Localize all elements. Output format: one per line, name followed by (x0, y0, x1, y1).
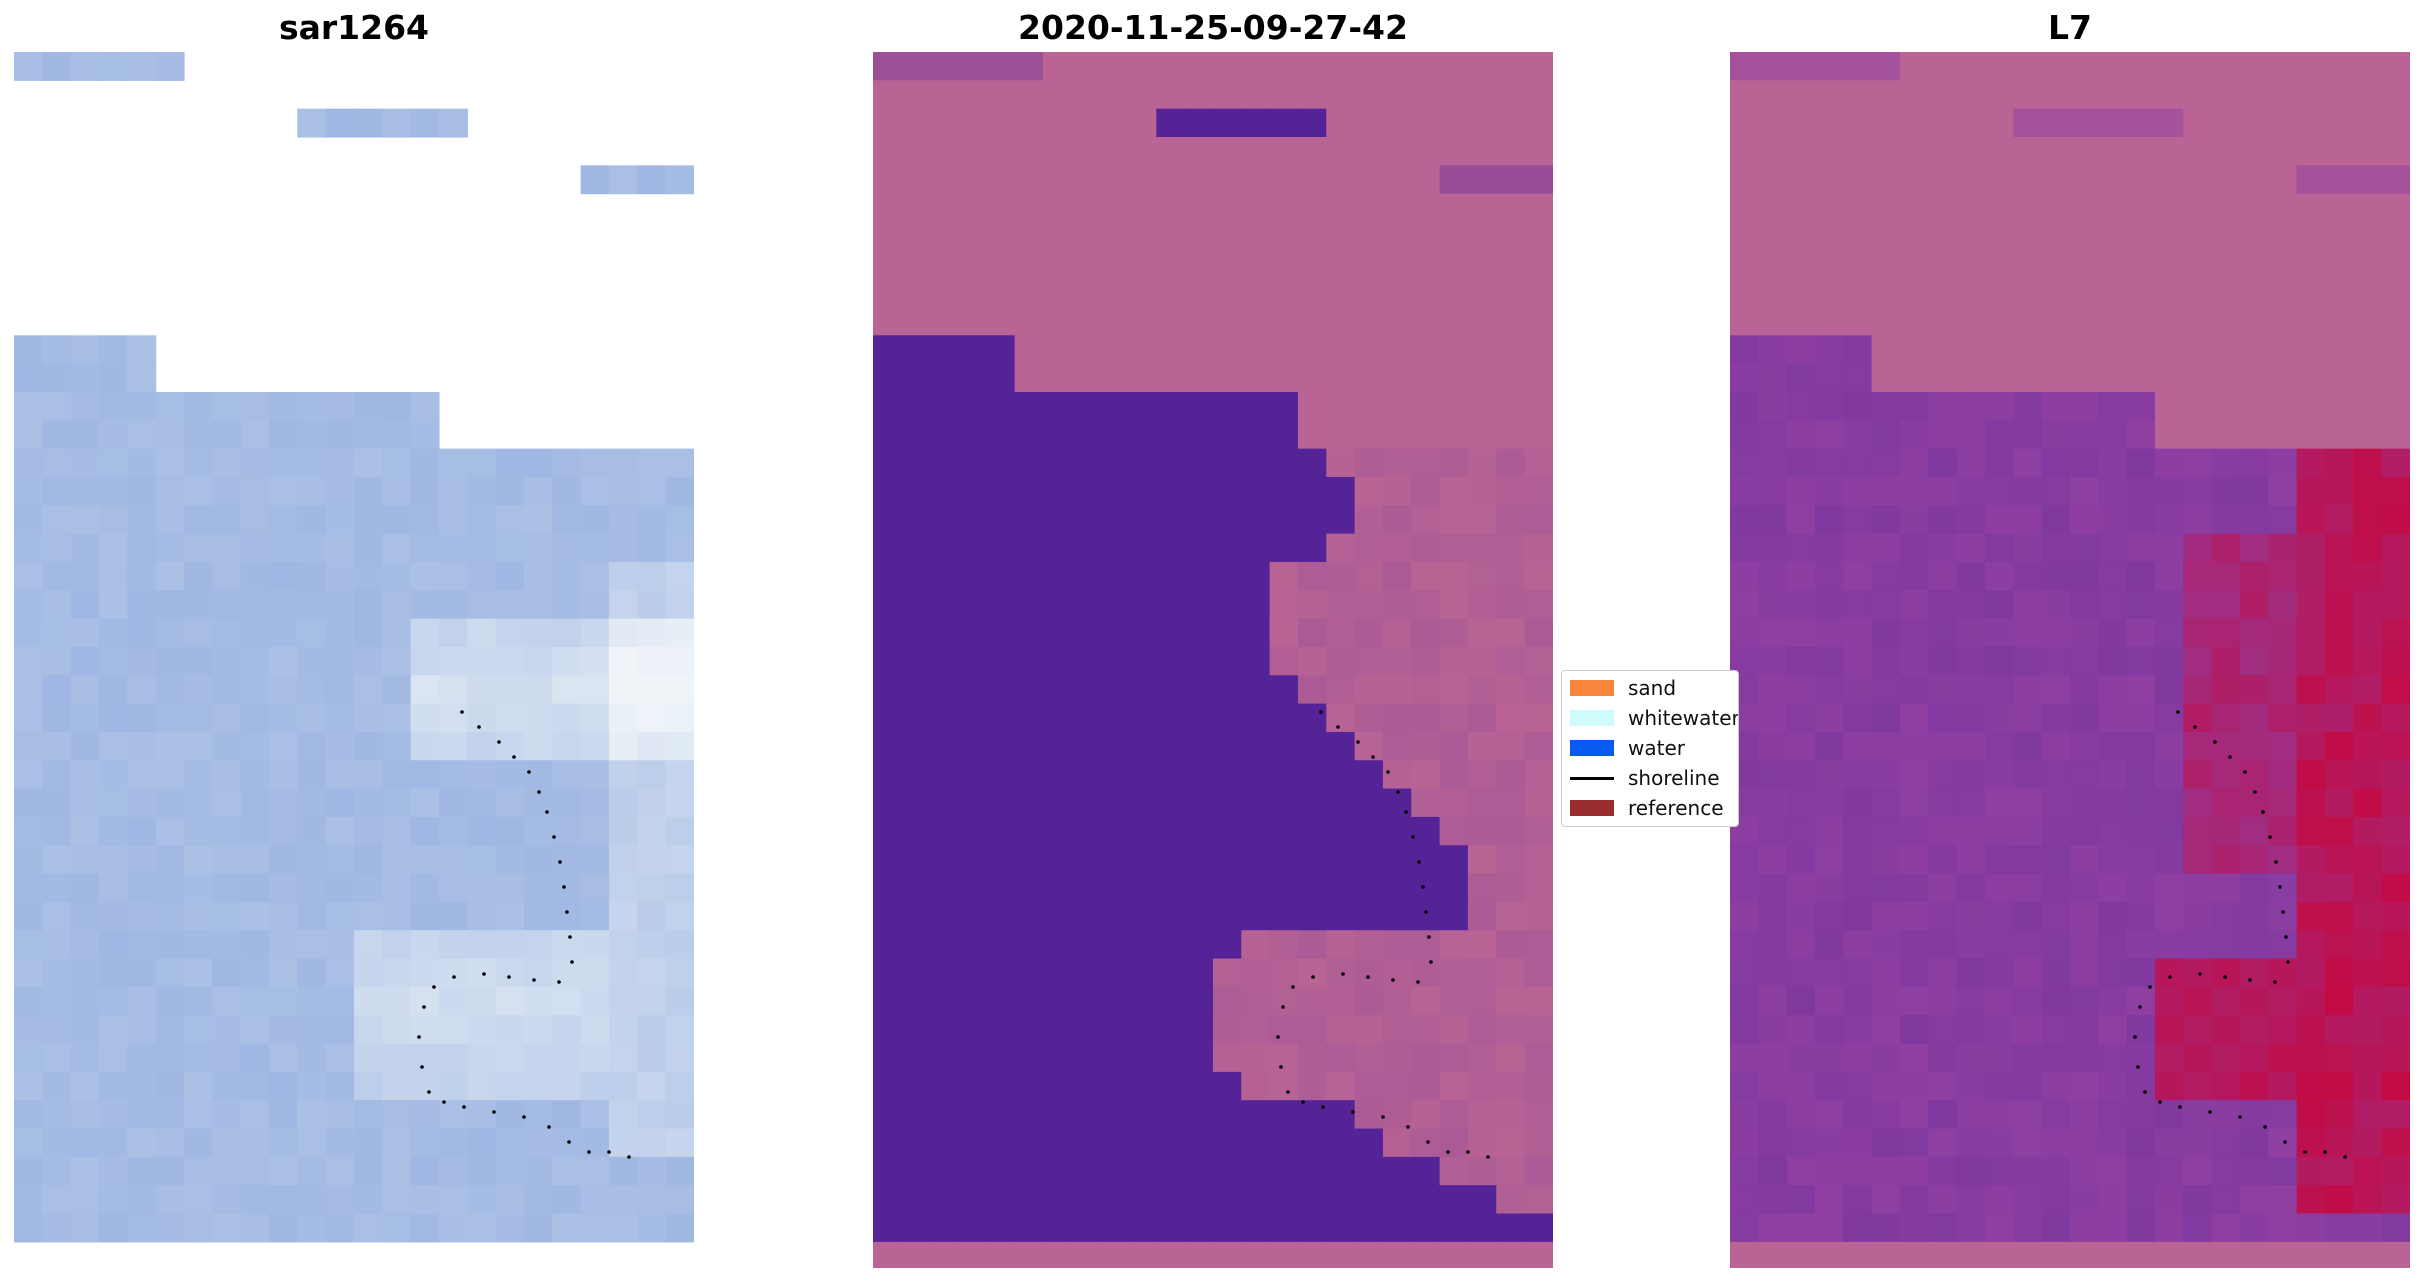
legend-label-sand: sand (1628, 676, 1677, 700)
legend-item-sand: sand (1570, 675, 1676, 701)
reference-swatch (1570, 800, 1614, 816)
classification-image (873, 52, 1553, 1268)
legend-item-shoreline: shoreline (1570, 765, 1720, 791)
panel-title-index: L7 (2048, 8, 2092, 47)
legend-label-water: water (1628, 736, 1685, 760)
sand-swatch (1570, 680, 1614, 696)
legend-label-shoreline: shoreline (1628, 766, 1720, 790)
shoreline-line (1570, 776, 1614, 780)
legend-label-whitewater: whitewater (1628, 706, 1739, 730)
sar-image (14, 52, 694, 1243)
legend-item-reference: reference (1570, 795, 1724, 821)
legend-item-water: water (1570, 735, 1685, 761)
legend: sand whitewater water shoreline referenc… (1561, 670, 1739, 827)
legend-item-whitewater: whitewater (1570, 705, 1739, 731)
whitewater-swatch (1570, 710, 1614, 726)
index-image (1730, 52, 2410, 1268)
panel-title-classification: 2020-11-25-09-27-42 (1018, 8, 1408, 47)
water-swatch (1570, 740, 1614, 756)
panel-title-sar: sar1264 (278, 8, 430, 47)
legend-label-reference: reference (1628, 796, 1724, 820)
